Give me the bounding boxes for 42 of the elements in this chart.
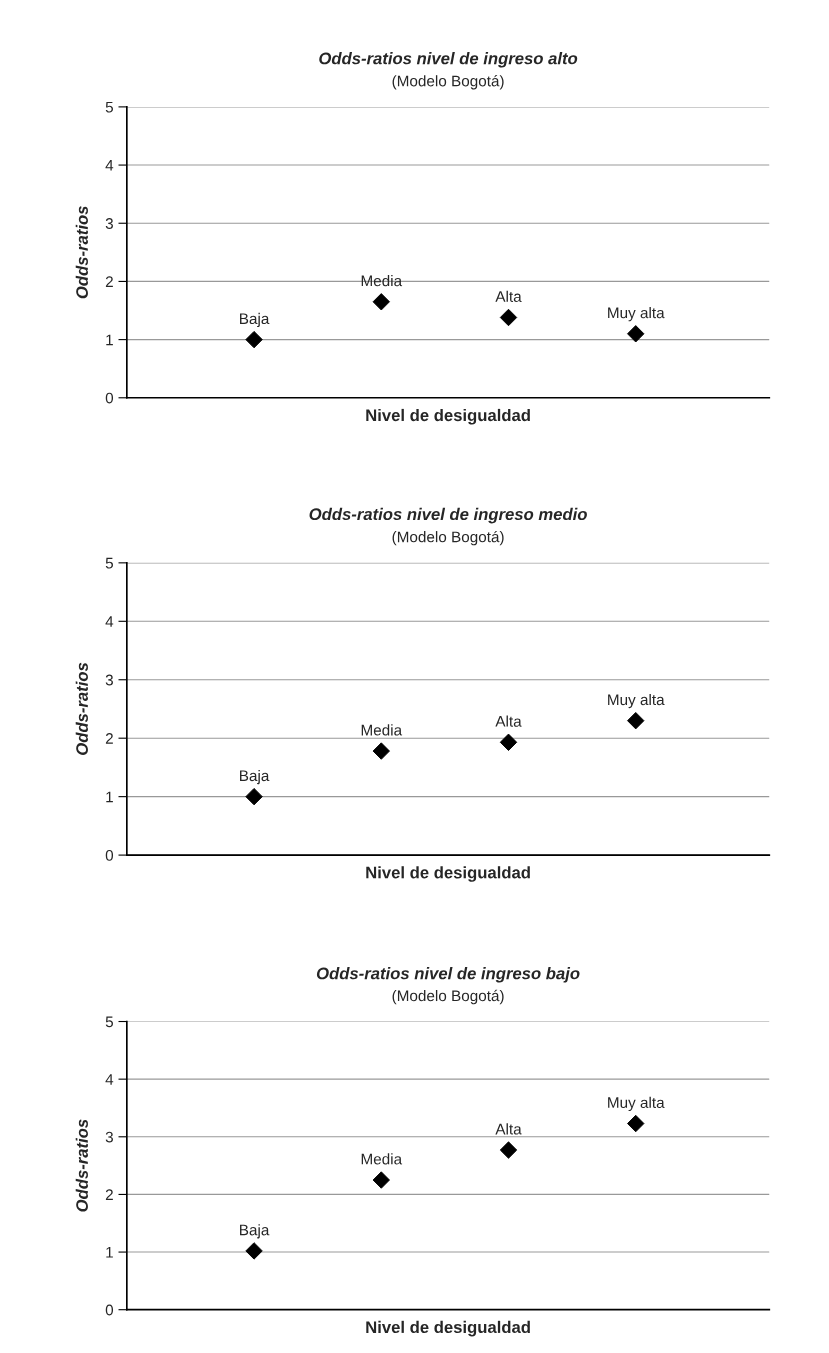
x-tick-label: Baja [240, 312, 270, 328]
x-axis-title: Nivel de desigualdad [366, 1320, 530, 1337]
y-tick-label: 3 [105, 674, 113, 686]
y-tick-label: 1 [106, 1247, 113, 1258]
y-tick-label: 2 [105, 1189, 113, 1200]
y-tick-label: 4 [105, 160, 114, 171]
y-tick-label: 0 [105, 392, 114, 404]
y-tick-label: 2 [105, 276, 113, 287]
y-tick-label: 4 [105, 1074, 114, 1085]
x-tick-label: Alta [495, 290, 522, 302]
y-tick-label: 5 [105, 1016, 113, 1028]
chart-subtitle: (Modelo Bogotá) [392, 530, 504, 546]
x-tick-label: Baja [240, 1224, 270, 1239]
chart-title: Odds-ratios nivel de ingreso alto [319, 52, 578, 68]
x-tick-label: Muy alta [608, 307, 665, 322]
x-axis-title: Nivel de desigualdad [366, 408, 530, 425]
y-tick-label: 3 [105, 1131, 113, 1143]
y-axis-title: Odds-ratios [75, 662, 88, 755]
x-tick-label: Alta [495, 1123, 522, 1135]
x-tick-label: Muy alta [608, 693, 665, 709]
y-tick-label: 4 [105, 616, 114, 627]
y-tick-label: 1 [106, 334, 113, 346]
chart-subtitle: (Modelo Bogotá) [392, 989, 504, 1005]
x-tick-label: Muy alta [608, 1096, 665, 1112]
x-tick-label: Media [361, 1153, 403, 1165]
y-axis-title: Odds-ratios [75, 1119, 88, 1212]
y-tick-label: 0 [105, 849, 114, 861]
chart-title: Odds-ratios nivel de ingreso bajo [316, 967, 580, 983]
y-tick-label: 2 [105, 733, 113, 744]
x-tick-label: Media [361, 275, 403, 287]
x-tick-label: Media [361, 724, 403, 736]
x-tick-label: Baja [240, 769, 270, 785]
y-tick-label: 5 [105, 557, 113, 569]
chart-title: Odds-ratios nivel de ingreso medio [309, 507, 587, 524]
chart-subtitle: (Modelo Bogotá) [392, 75, 504, 90]
y-tick-label: 5 [105, 101, 113, 113]
y-tick-label: 3 [105, 218, 113, 229]
y-axis-title: Odds-ratios [75, 206, 88, 299]
x-tick-label: Alta [495, 715, 522, 727]
y-tick-label: 0 [105, 1304, 114, 1316]
x-axis-title: Nivel de desigualdad [366, 866, 530, 882]
y-tick-label: 1 [106, 791, 113, 803]
